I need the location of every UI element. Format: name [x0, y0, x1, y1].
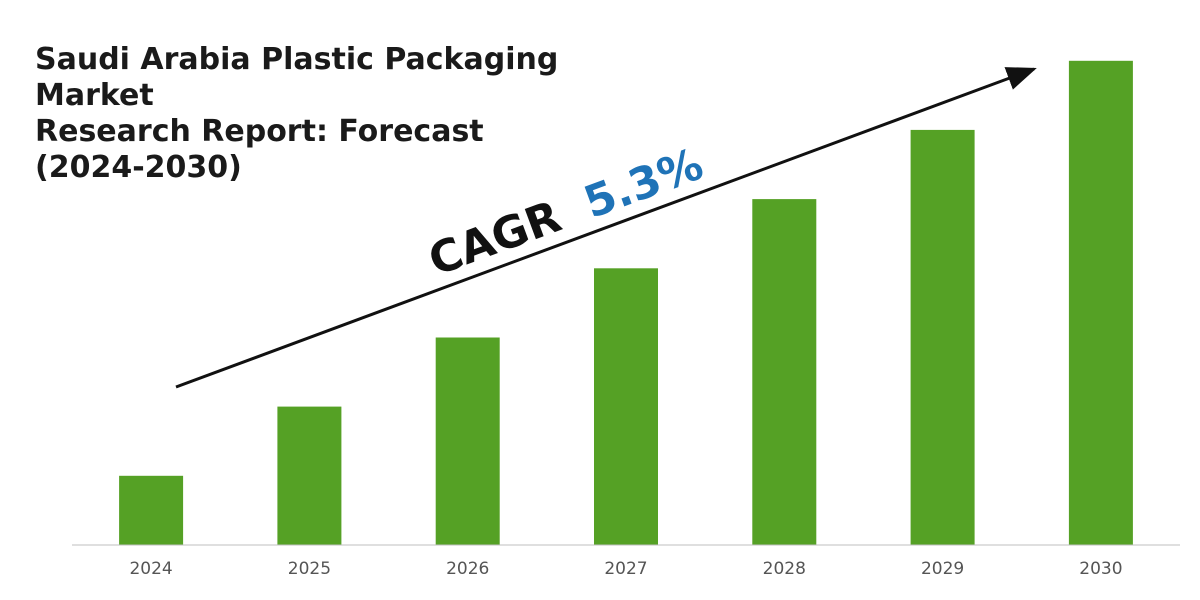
- x-tick-label-2026: 2026: [446, 559, 489, 579]
- bar-2024: [119, 475, 184, 545]
- chart-title-line-2: Research Report: Forecast: [35, 114, 484, 149]
- bar-2028: [752, 199, 817, 545]
- cagr-prefix: CAGR: [422, 191, 568, 286]
- x-tick-label-2028: 2028: [763, 559, 806, 579]
- bar-2025: [277, 406, 342, 545]
- chart-title-line-3: (2024-2030): [35, 150, 242, 185]
- x-tick-labels: 2024 2025 2026 2027 2028 2029 2030: [129, 559, 1122, 579]
- cagr-value: 5.3%: [578, 139, 710, 229]
- bar-2027: [594, 268, 658, 545]
- bar-2030: [1068, 60, 1133, 546]
- x-tick-label-2030: 2030: [1079, 559, 1122, 579]
- bars-layer: [119, 60, 1133, 546]
- bar-2026: [435, 337, 500, 545]
- x-tick-label-2025: 2025: [288, 559, 331, 579]
- x-tick-label-2024: 2024: [129, 559, 172, 579]
- x-tick-label-2027: 2027: [604, 559, 647, 579]
- chart-title: Saudi Arabia Plastic Packaging Market Re…: [35, 42, 675, 186]
- chart-title-line-1: Saudi Arabia Plastic Packaging Market: [35, 42, 559, 113]
- x-tick-label-2029: 2029: [921, 559, 964, 579]
- cagr-trend-arrow: [175, 67, 1037, 389]
- cagr-annotation: CAGR 5.3%: [422, 139, 710, 287]
- bar-2029: [910, 129, 975, 545]
